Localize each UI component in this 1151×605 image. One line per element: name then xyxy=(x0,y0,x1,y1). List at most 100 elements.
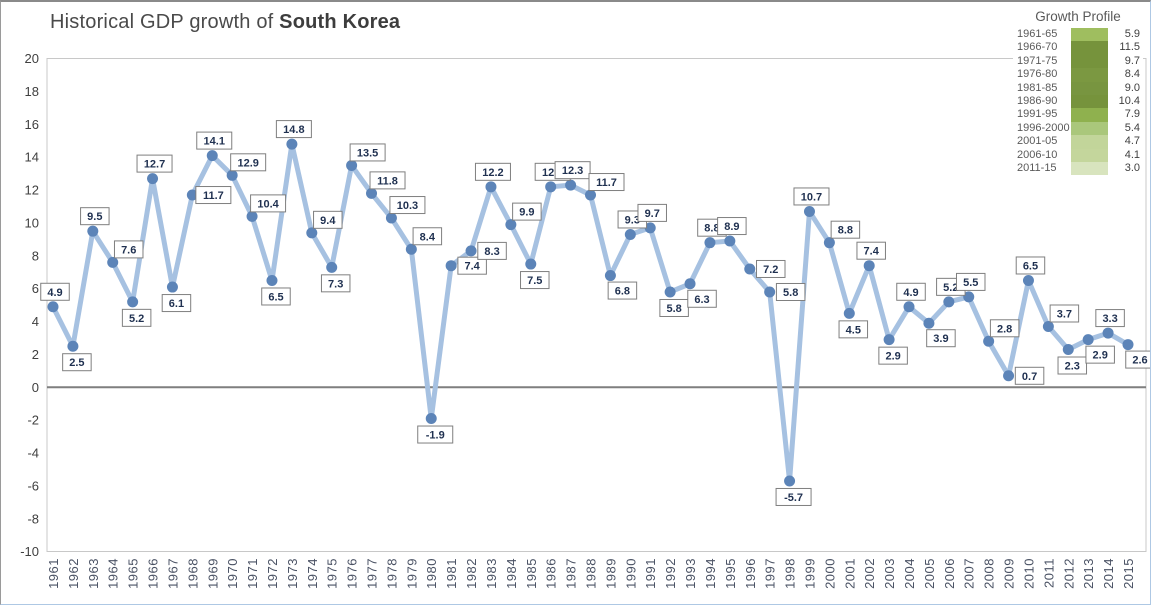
x-tick-label: 1999 xyxy=(802,558,817,589)
data-label-box xyxy=(313,210,343,229)
data-point-1979[interactable] xyxy=(405,243,417,255)
data-point-1966[interactable] xyxy=(147,173,159,185)
data-point-1986[interactable] xyxy=(545,181,557,193)
data-label: 9.3 xyxy=(625,214,640,226)
data-label: -1.9 xyxy=(426,430,445,442)
data-label-box xyxy=(1049,304,1080,323)
data-point-1962[interactable] xyxy=(67,340,79,352)
data-point-1963[interactable] xyxy=(87,225,99,237)
data-point-1977[interactable] xyxy=(366,187,378,199)
data-point-2007[interactable] xyxy=(963,291,975,303)
y-tick-label: -10 xyxy=(20,544,39,559)
data-point-1981[interactable] xyxy=(445,260,457,272)
legend-swatch xyxy=(1071,135,1108,149)
data-label-box xyxy=(896,282,926,301)
data-point-1974[interactable] xyxy=(306,227,318,239)
legend-value: 4.1 xyxy=(1124,148,1140,161)
data-point-2005[interactable] xyxy=(923,317,935,329)
data-label-box xyxy=(607,281,638,300)
data-label: 9.7 xyxy=(645,208,660,220)
data-point-1995[interactable] xyxy=(724,235,736,247)
legend-row: 1966-70 11.5 xyxy=(1013,41,1143,55)
data-point-1996[interactable] xyxy=(744,263,756,275)
data-point-1998[interactable] xyxy=(784,475,796,487)
data-point-2003[interactable] xyxy=(883,334,895,346)
data-point-1987[interactable] xyxy=(565,179,577,191)
x-tick-label: 1973 xyxy=(285,558,300,589)
data-point-1978[interactable] xyxy=(385,212,397,224)
data-point-1983[interactable] xyxy=(485,181,497,193)
data-label: 12.2 xyxy=(482,167,503,179)
y-tick-label: 14 xyxy=(25,150,39,165)
x-tick-label: 2012 xyxy=(1061,558,1076,589)
data-point-1993[interactable] xyxy=(684,278,696,290)
data-point-1968[interactable] xyxy=(186,189,198,201)
data-label-box xyxy=(250,194,287,213)
data-point-1989[interactable] xyxy=(604,270,616,282)
data-point-1999[interactable] xyxy=(803,205,815,217)
data-label-box xyxy=(830,220,861,239)
legend-row: 1981-85 9.0 xyxy=(1013,81,1143,95)
data-point-1973[interactable] xyxy=(286,138,298,150)
data-point-1991[interactable] xyxy=(644,222,656,234)
data-point-1972[interactable] xyxy=(266,274,278,286)
legend-period: 1966-70 xyxy=(1017,41,1058,54)
data-point-2013[interactable] xyxy=(1082,334,1094,346)
data-point-2004[interactable] xyxy=(903,301,915,313)
data-point-2015[interactable] xyxy=(1122,339,1134,351)
data-point-2011[interactable] xyxy=(1042,320,1054,332)
data-point-1997[interactable] xyxy=(764,286,776,298)
data-point-1965[interactable] xyxy=(127,296,139,308)
x-tick-label: 1988 xyxy=(584,558,599,589)
data-point-2002[interactable] xyxy=(863,260,875,272)
data-point-1982[interactable] xyxy=(465,245,477,257)
data-point-1969[interactable] xyxy=(206,150,218,162)
data-point-1975[interactable] xyxy=(326,261,338,273)
data-point-1988[interactable] xyxy=(585,189,596,201)
x-tick-label: 1975 xyxy=(325,558,340,589)
data-point-1976[interactable] xyxy=(346,159,358,171)
data-point-2006[interactable] xyxy=(943,296,955,308)
data-label: 7.4 xyxy=(864,246,880,258)
data-point-2014[interactable] xyxy=(1102,327,1114,339)
data-label: 9.4 xyxy=(320,215,336,227)
data-label-box xyxy=(756,259,786,278)
data-point-1980[interactable] xyxy=(425,413,437,425)
data-label: 10.4 xyxy=(257,198,279,210)
data-point-1971[interactable] xyxy=(246,210,258,222)
data-point-2008[interactable] xyxy=(983,335,995,347)
data-label: 5.2 xyxy=(943,282,958,294)
data-label-box xyxy=(457,256,487,275)
data-label-box xyxy=(261,287,291,306)
data-point-1985[interactable] xyxy=(525,258,537,270)
data-point-2010[interactable] xyxy=(1022,274,1034,286)
data-point-1967[interactable] xyxy=(166,281,178,293)
data-label: 4.9 xyxy=(903,287,918,299)
data-label-box xyxy=(793,187,830,206)
legend-value: 5.9 xyxy=(1124,28,1140,40)
x-tick-label: 1979 xyxy=(404,558,419,589)
data-point-1961[interactable] xyxy=(47,301,59,313)
x-tick-label: 1990 xyxy=(623,558,638,589)
y-tick-label: 18 xyxy=(25,84,39,99)
plot-border xyxy=(46,58,1147,552)
data-point-2001[interactable] xyxy=(843,307,855,319)
data-label-box xyxy=(80,207,110,226)
data-label: 4.9 xyxy=(47,287,62,299)
data-point-1964[interactable] xyxy=(107,256,119,268)
legend-period: 1961-65 xyxy=(1017,28,1058,40)
data-point-1970[interactable] xyxy=(226,169,238,181)
data-label-box xyxy=(989,319,1020,338)
data-point-1990[interactable] xyxy=(624,228,636,240)
data-label: 11.7 xyxy=(203,190,224,202)
y-tick-label: -8 xyxy=(27,511,39,526)
data-point-2000[interactable] xyxy=(823,237,835,249)
data-label: 11.7 xyxy=(596,177,617,189)
data-point-2012[interactable] xyxy=(1062,344,1074,356)
x-tick-label: 1983 xyxy=(484,558,499,589)
data-point-1994[interactable] xyxy=(704,237,716,249)
data-point-1984[interactable] xyxy=(505,219,517,231)
data-point-2009[interactable] xyxy=(1003,370,1015,382)
legend-row: 1976-80 8.4 xyxy=(1013,68,1143,82)
data-point-1992[interactable] xyxy=(664,286,676,298)
